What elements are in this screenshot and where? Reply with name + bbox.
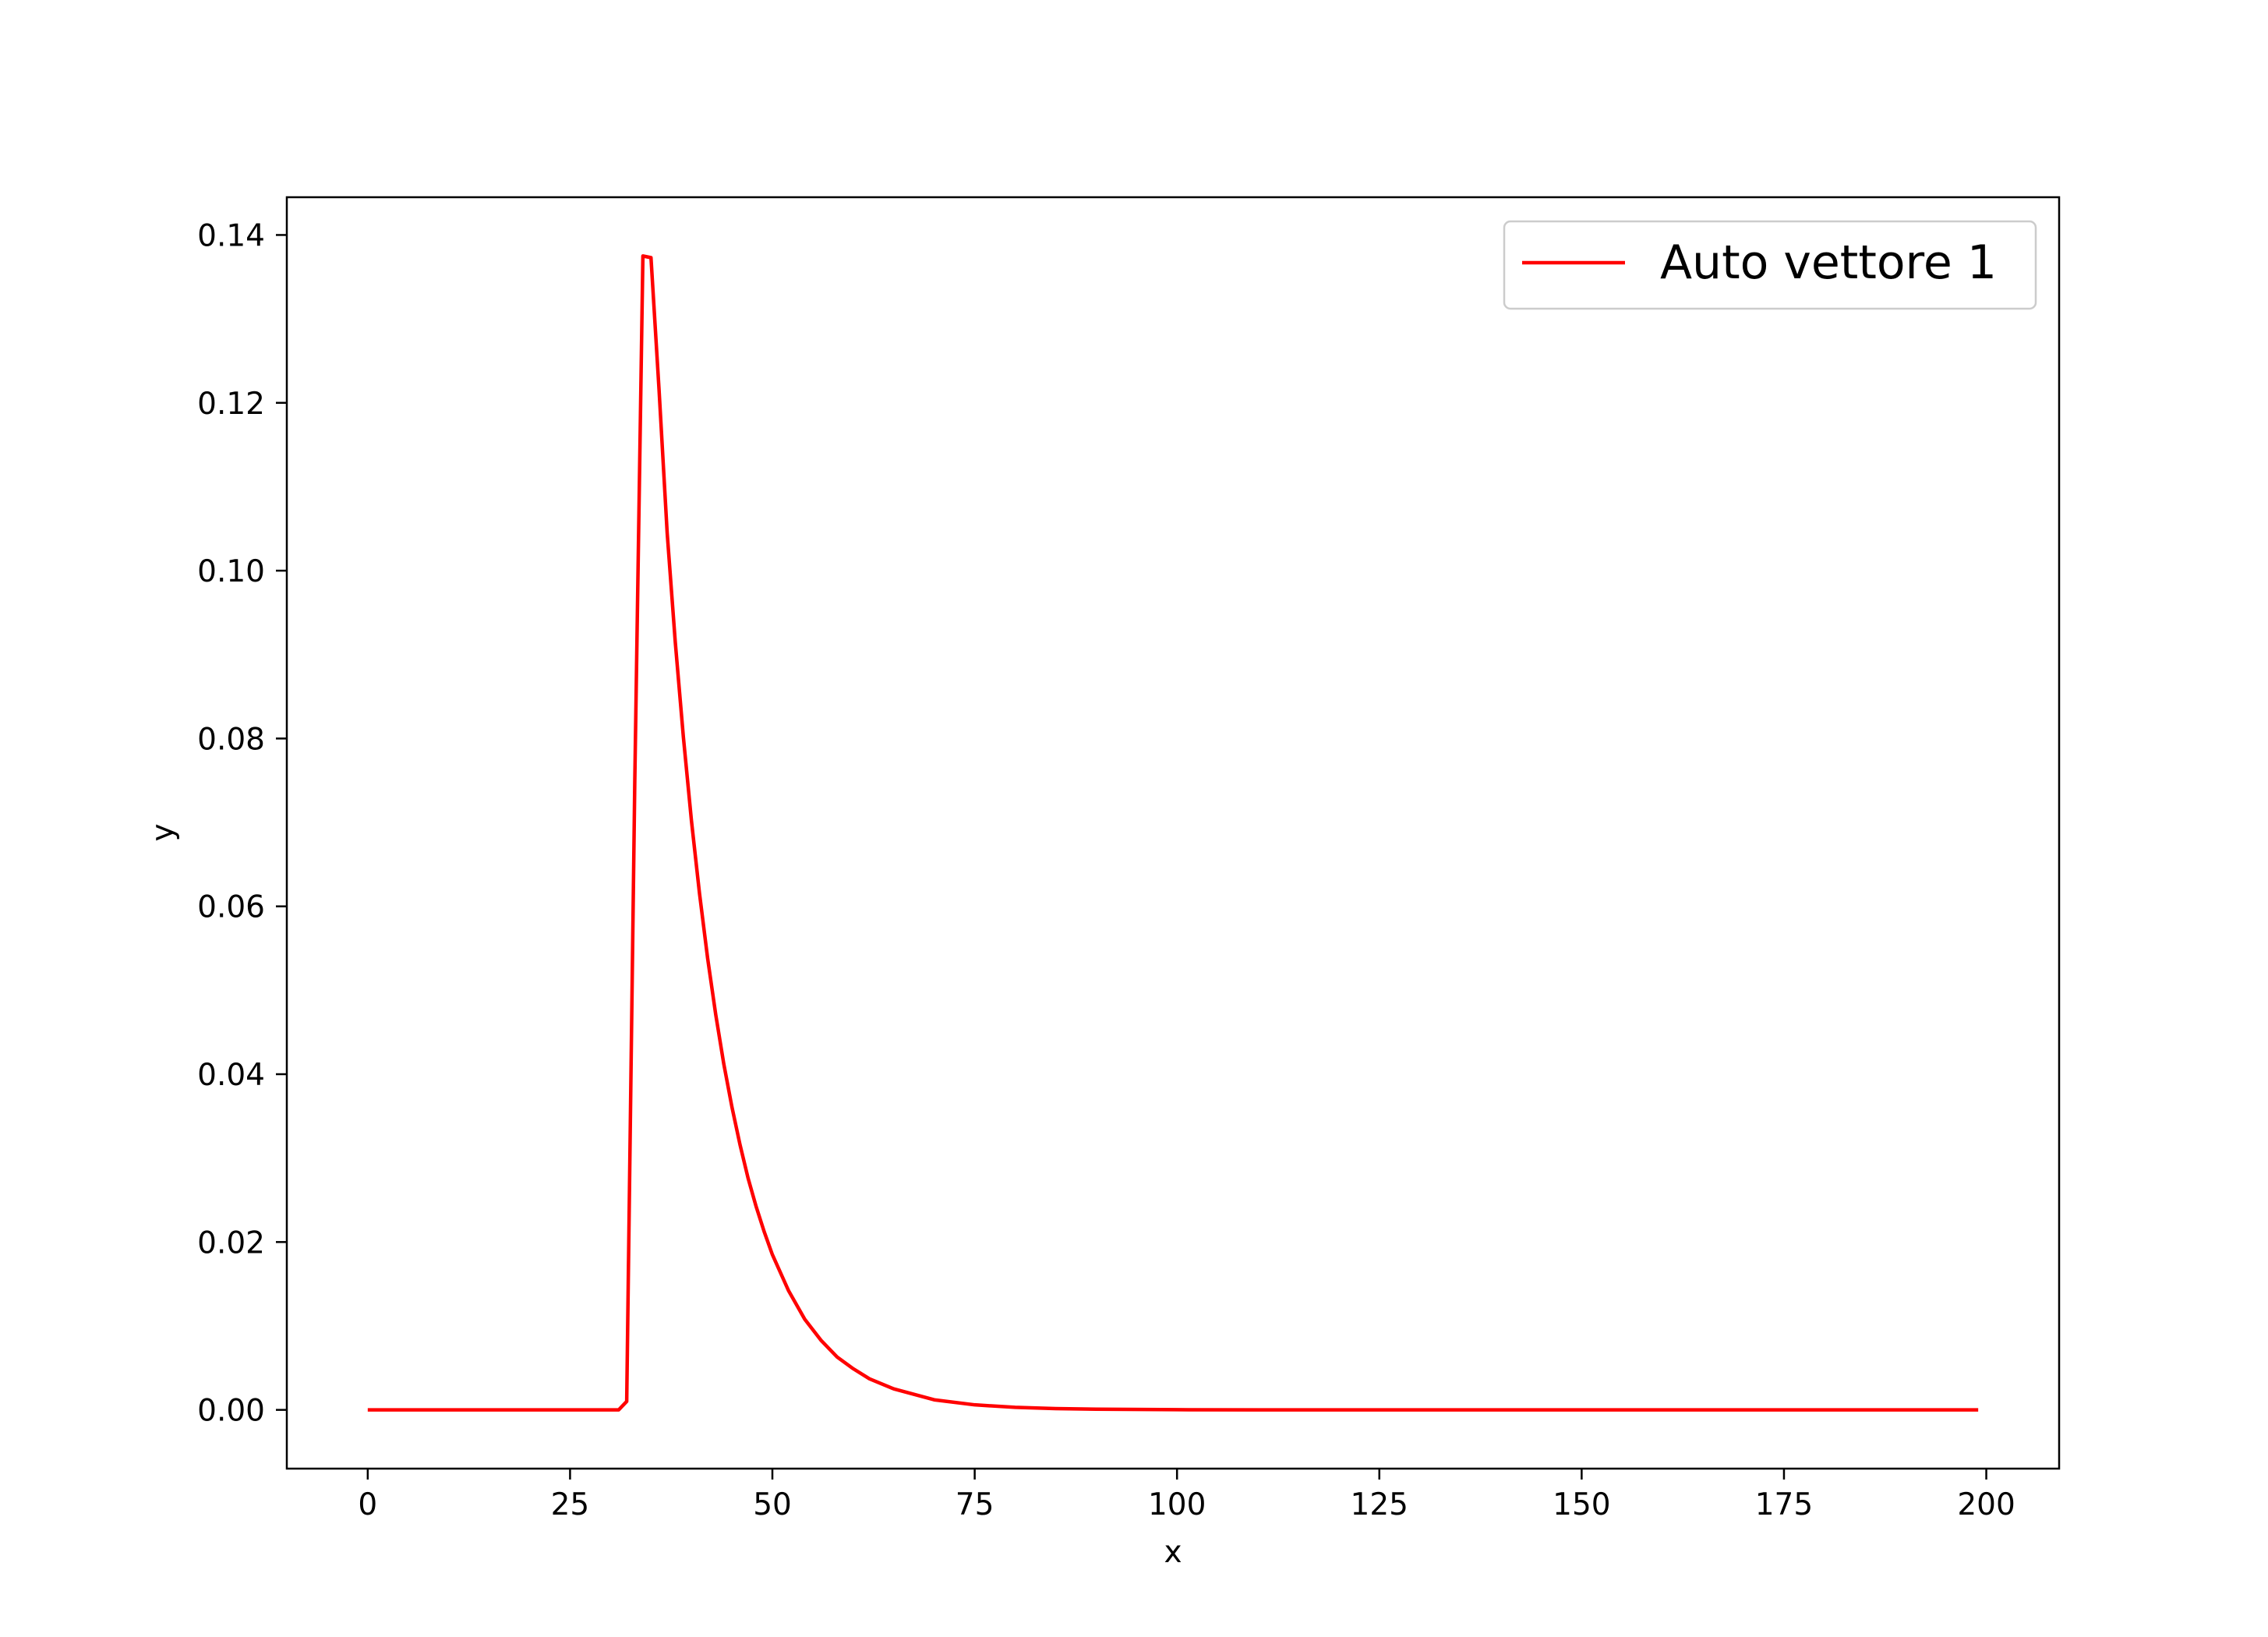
y-tick-label: 0.06	[197, 890, 265, 925]
y-axis-label: y	[146, 823, 181, 841]
series-line-1	[367, 254, 1979, 1412]
y-tick-label: 0.04	[197, 1058, 265, 1093]
y-tick-label: 0.12	[197, 387, 265, 422]
y-tick-label: 0.14	[197, 218, 265, 253]
x-tick-label: 125	[1351, 1487, 1408, 1522]
y-tick-label: 0.00	[197, 1394, 265, 1429]
x-tick-label: 75	[956, 1487, 994, 1522]
legend-label: Auto vettore 1	[1660, 235, 1997, 290]
legend: Auto vettore 1	[1503, 220, 2037, 310]
y-axis: 0.00 0.02 0.04 0.06 0.08 0.10 0.12 0.14	[197, 218, 287, 1429]
x-tick-label: 175	[1755, 1487, 1813, 1522]
x-tick-label: 100	[1148, 1487, 1206, 1522]
y-tick-label: 0.02	[197, 1225, 265, 1260]
x-tick-label: 0	[358, 1487, 377, 1522]
x-axis-label: x	[1164, 1535, 1182, 1570]
x-tick-label: 150	[1553, 1487, 1610, 1522]
x-tick-label: 50	[753, 1487, 792, 1522]
y-tick-label: 0.08	[197, 722, 265, 757]
x-axis: 0 25 50 75 100 125 150 175 200	[358, 1469, 2015, 1522]
x-tick-label: 200	[1957, 1487, 2015, 1522]
axes-frame	[285, 196, 2061, 1470]
y-tick-label: 0.10	[197, 554, 265, 589]
legend-box	[1503, 220, 2037, 310]
plot-area	[367, 254, 1979, 1412]
x-tick-label: 25	[551, 1487, 590, 1522]
